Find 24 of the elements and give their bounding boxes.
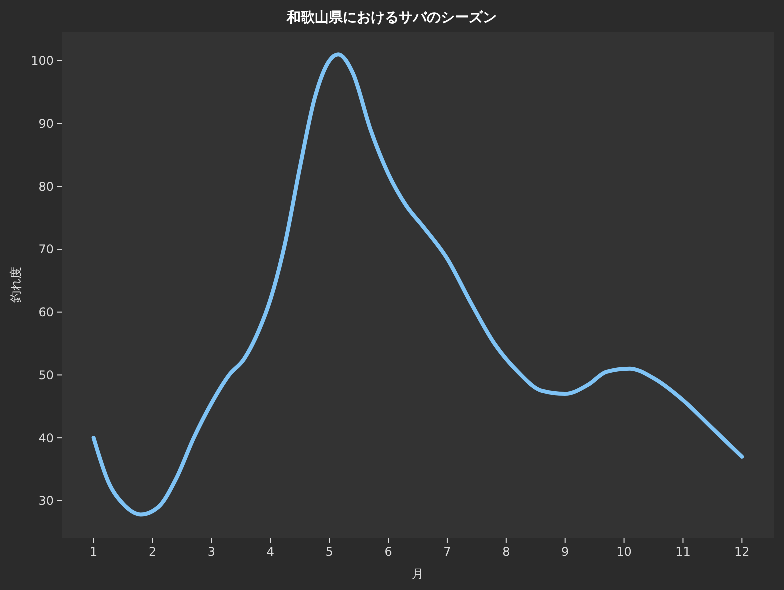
chart-title: 和歌山県におけるサバのシーズン [286, 10, 497, 26]
y-tick-label: 100 [31, 54, 54, 68]
line-series [92, 52, 744, 517]
y-tick-label: 60 [38, 306, 54, 320]
x-tick-label: 12 [734, 545, 750, 559]
y-tick-label: 80 [38, 180, 54, 194]
x-tick-label: 10 [616, 545, 632, 559]
x-axis-title: 月 [412, 567, 424, 581]
x-tick-label: 6 [384, 545, 392, 559]
x-tick-label: 2 [148, 545, 157, 559]
x-tick-label: 8 [502, 545, 510, 559]
y-tick-label: 90 [38, 116, 54, 131]
y-axis-title: 釣れ度 [9, 267, 23, 303]
y-tick-label: 50 [38, 368, 54, 382]
x-tick-label: 1 [90, 545, 98, 559]
x-tick-label: 4 [266, 545, 274, 559]
x-tick-label: 11 [676, 545, 691, 559]
y-tick-label: 30 [38, 494, 54, 508]
x-tick-label: 3 [208, 545, 216, 559]
y-tick-label: 40 [38, 431, 54, 446]
x-tick-label: 7 [444, 545, 452, 559]
x-tick-label: 5 [326, 545, 334, 559]
x-tick-label: 9 [562, 545, 570, 559]
y-tick-label: 70 [38, 242, 54, 257]
